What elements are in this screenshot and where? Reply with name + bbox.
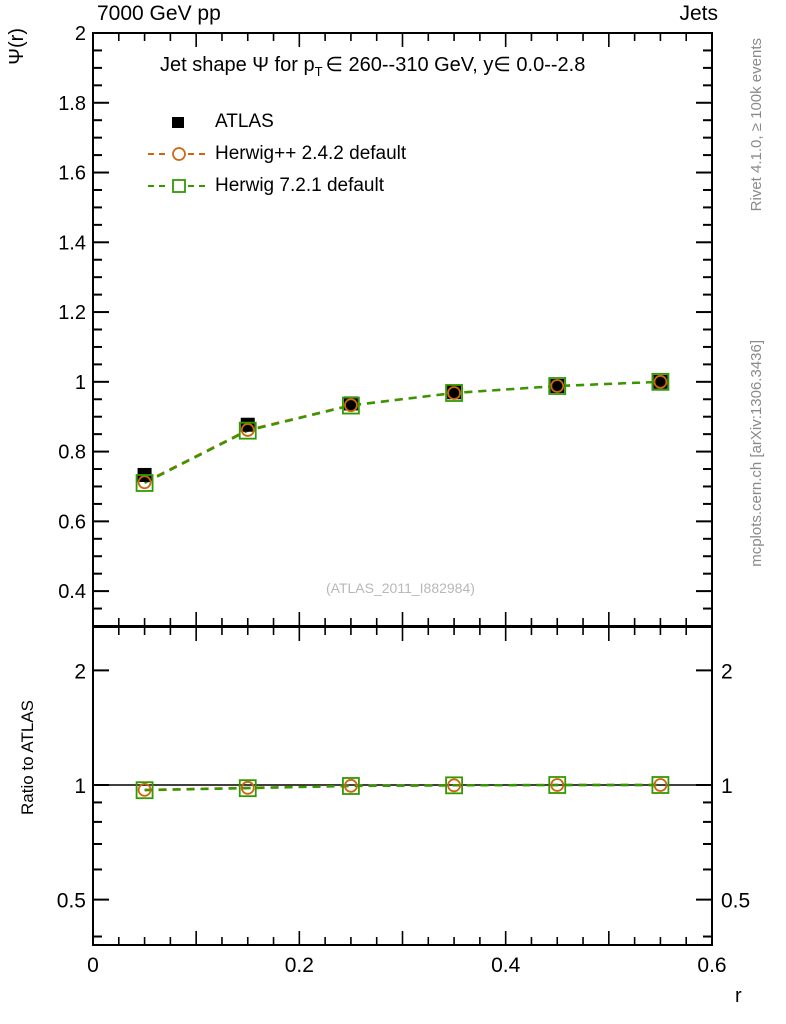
data-marker [445,384,463,402]
x-axis-tick-labels: 0 0.2 0.4 0.6 [87,954,726,977]
svg-text:0.6: 0.6 [697,954,726,977]
svg-text:0.4: 0.4 [58,581,86,603]
legend-label: Herwig 7.2.1 default [215,175,384,196]
analysis-id-watermark: (ATLAS_2011_I882984) [326,580,475,596]
data-marker [135,781,154,800]
legend-item-herwigpp[interactable]: Herwig++ 2.4.2 default [143,138,406,170]
data-marker [137,475,152,490]
svg-text:0.6: 0.6 [58,511,86,533]
data-marker [653,374,668,389]
data-marker [135,474,154,492]
data-marker [342,396,360,415]
legend-marker-filled-square-icon [143,113,215,131]
svg-text:1: 1 [74,775,86,798]
svg-text:0.8: 0.8 [58,442,86,464]
svg-text:0.5: 0.5 [721,890,750,913]
svg-text:1.8: 1.8 [58,93,86,115]
ratio-series-line [144,783,661,792]
data-marker [548,377,567,395]
legend-item-atlas[interactable]: ATLAS [143,106,406,138]
legend-label: Herwig++ 2.4.2 default [215,143,407,164]
main-panel-ticks [92,32,713,626]
data-marker [651,372,670,391]
data-marker [447,778,461,793]
ratio-panel-series [135,776,670,800]
ratio-panel-y-tick-labels-right: 210.5 [721,660,750,912]
legend-label: ATLAS [215,111,274,132]
data-marker [653,374,668,389]
data-marker [651,776,670,794]
data-marker [344,398,358,413]
ratio-panel-y-tick-labels-left: 210.5 [57,660,86,912]
plot-title: Jet shape Ψ for pT ∈ 260--310 GeV, y∈ 0.0… [160,54,586,79]
data-marker [240,423,255,437]
data-marker [137,782,152,797]
data-marker [550,379,565,393]
data-marker [548,776,567,794]
data-marker [344,778,358,793]
svg-text:1.4: 1.4 [58,232,86,254]
legend-marker-open-square-icon [143,177,215,195]
main-panel-frame [92,32,713,627]
header-analysis-label: Jets [679,2,718,25]
data-marker [342,777,360,795]
legend-marker-open-circle-icon [143,145,215,163]
svg-text:0.5: 0.5 [57,890,86,913]
data-marker [550,778,565,792]
svg-text:1: 1 [75,372,86,394]
series-line [144,380,661,484]
title-subscript: T [314,64,323,79]
data-marker [445,776,463,795]
legend: ATLAS Herwig++ 2.4.2 default Herwig 7. [143,106,406,202]
svg-text:1: 1 [721,775,733,798]
data-marker [238,421,257,440]
data-marker [550,379,565,394]
x-axis-ticks [92,627,713,945]
main-panel-y-tick-labels: 2 1.8 1.6 1.4 1.2 1 0.8 0.6 0.4 [58,23,86,603]
x-axis-label: r [735,985,742,1007]
svg-text:2: 2 [721,660,733,683]
data-marker [447,386,461,400]
svg-text:0.2: 0.2 [285,954,314,977]
svg-text:2: 2 [75,23,86,45]
data-marker [653,778,668,792]
series-line [144,380,661,485]
main-panel-series [135,372,670,492]
svg-text:0: 0 [87,954,99,977]
ratio-panel-ticks [93,669,712,938]
legend-item-herwig7[interactable]: Herwig 7.2.1 default [143,170,406,202]
svg-text:0.4: 0.4 [491,954,521,977]
data-marker [240,780,255,795]
svg-text:1.6: 1.6 [58,163,86,185]
svg-text:2: 2 [74,660,86,683]
svg-text:1.2: 1.2 [58,302,86,324]
header-beam-label: 7000 GeV pp [97,2,221,25]
data-marker [238,779,257,798]
